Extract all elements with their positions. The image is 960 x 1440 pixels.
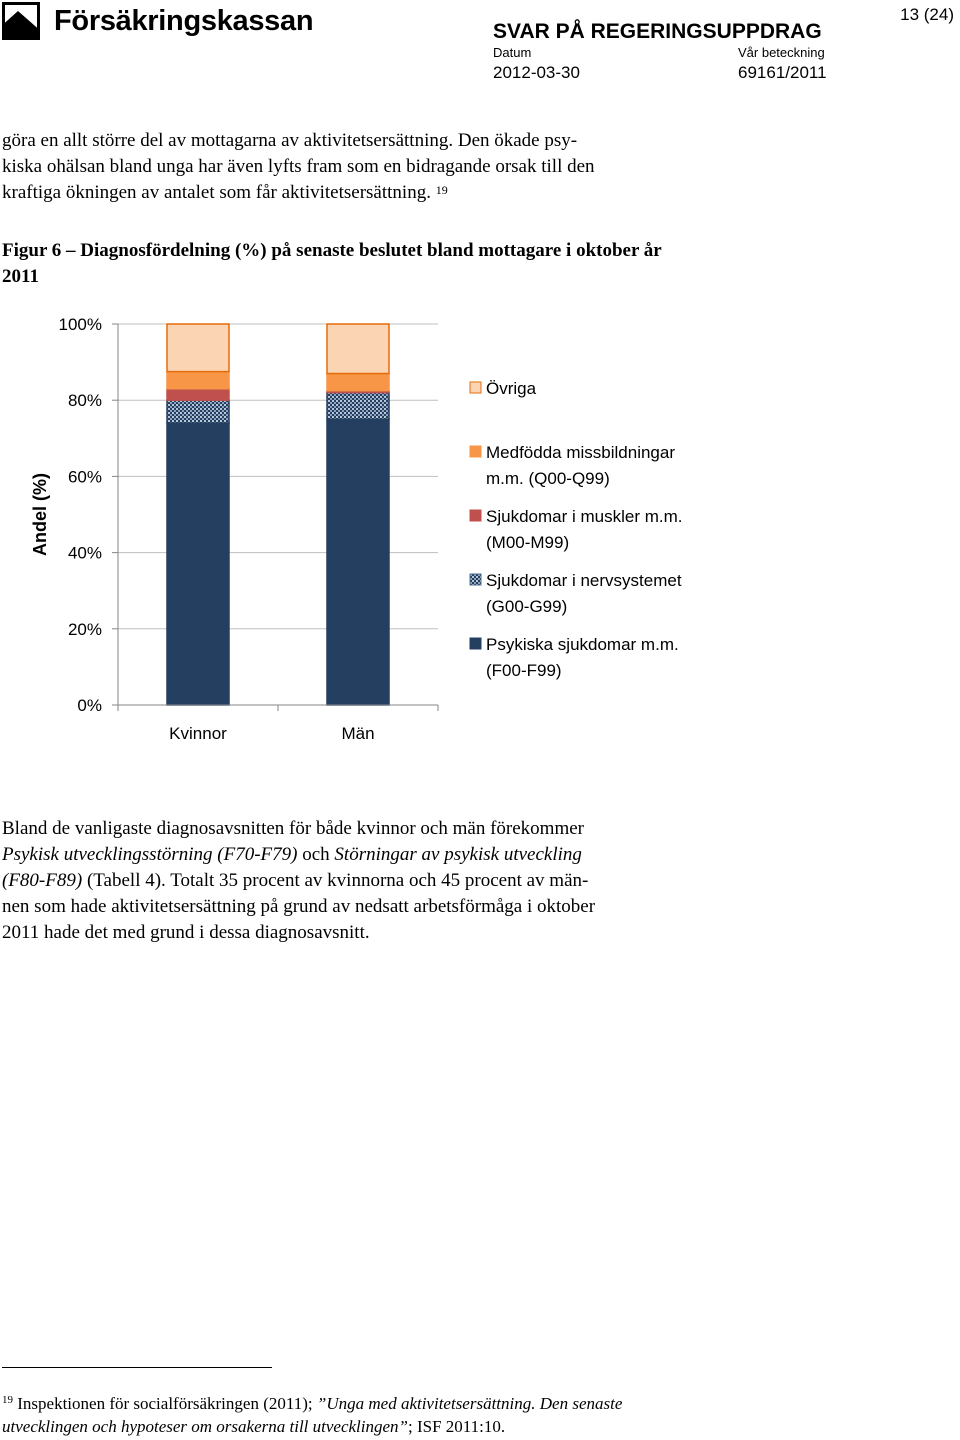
reference-value: 69161/2011 (738, 63, 827, 82)
document-title: SVAR PÅ REGERINGSUPPDRAG (493, 20, 822, 43)
text-segment: (Tabell 4). Totalt 35 procent av kvinnor… (82, 870, 589, 891)
legend-label: (G00-G99) (486, 597, 567, 616)
bar-segment (166, 399, 230, 424)
bar-segment (166, 388, 230, 401)
legend-label: Medfödda missbildningar (486, 443, 675, 462)
caption-line: 2011 (2, 266, 39, 287)
logo-text: Försäkringskassan (54, 4, 314, 37)
page-number: 13 (24) (900, 5, 954, 24)
bar-segment (326, 391, 390, 421)
legend-label: (F00-F99) (486, 661, 562, 680)
text-segment: Inspektionen för socialförsäkringen (201… (13, 1394, 317, 1413)
legend-label: Övriga (486, 379, 537, 398)
footnote-line: utvecklingen och hypoteser om orsakerna … (2, 1415, 622, 1438)
reference-label: Vår beteckning (738, 45, 825, 60)
legend-swatch (469, 445, 482, 458)
bar-segment (166, 422, 230, 706)
legend-swatch (469, 573, 482, 586)
x-tick-label: Kvinnor (169, 724, 227, 743)
legend-label: Sjukdomar i muskler m.m. (486, 507, 682, 526)
text-line: Psykisk utvecklingsstörning (F70-F79) oc… (2, 842, 595, 868)
footnote-divider (2, 1367, 272, 1368)
logo: Försäkringskassan (2, 2, 314, 40)
intro-paragraph: göra en allt större del av mottagarna av… (2, 128, 595, 206)
text-segment: ; ISF 2011:10. (408, 1417, 506, 1436)
x-tick-label: Män (341, 724, 374, 743)
footnote-title: Unga med aktivitetsersättning. Den senas… (326, 1394, 623, 1413)
y-axis-label: Andel (%) (30, 473, 50, 556)
y-tick-label: 40% (68, 544, 102, 563)
diagnosis-code: (F80-F89) (2, 870, 83, 891)
y-tick-label: 60% (68, 467, 102, 486)
footnote-line: 19 Inspektionen för socialförsäkringen (… (2, 1392, 622, 1415)
bar-segment (326, 323, 390, 375)
text-segment: ” (316, 1394, 327, 1413)
logo-mark-icon (2, 2, 40, 40)
text-segment: kraftiga ökningen av antalet som får akt… (2, 182, 431, 203)
legend-label: Sjukdomar i nervsystemet (486, 571, 682, 590)
diagnosis-name: Störningar av psykisk utveckling (334, 844, 582, 865)
text-line: (F80-F89) (Tabell 4). Totalt 35 procent … (2, 868, 595, 894)
caption-line: Figur 6 – Diagnosfördelning (%) på senas… (2, 240, 662, 261)
bar-segment (166, 323, 230, 373)
text-line: göra en allt större del av mottagarna av… (2, 130, 578, 151)
date-value: 2012-03-30 (493, 63, 580, 82)
text-line: kiska ohälsan bland unga har även lyfts … (2, 156, 595, 177)
date-label: Datum (493, 45, 532, 60)
legend-swatch (469, 637, 482, 650)
y-tick-label: 20% (68, 620, 102, 639)
footnote-number: 19 (2, 1394, 13, 1406)
text-segment: ” (398, 1417, 409, 1436)
legend-swatch (469, 509, 482, 522)
y-tick-label: 80% (68, 391, 102, 410)
footnote-title: utvecklingen och hypoteser om orsakerna … (2, 1417, 399, 1436)
body-paragraph: Bland de vanligaste diagnosavsnitten för… (2, 816, 595, 946)
legend-label: Psykiska sjukdomar m.m. (486, 635, 679, 654)
legend-label: (M00-M99) (486, 533, 569, 552)
text-line: Bland de vanligaste diagnosavsnitten för… (2, 818, 584, 839)
footnote: 19 Inspektionen för socialförsäkringen (… (2, 1392, 622, 1438)
legend-label: m.m. (Q00-Q99) (486, 469, 610, 488)
text-line: nen som hade aktivitetsersättning på gru… (2, 896, 596, 917)
footnote-reference[interactable]: 19 (435, 183, 448, 197)
figure-caption: Figur 6 – Diagnosfördelning (%) på senas… (2, 238, 662, 290)
y-tick-label: 100% (59, 315, 102, 334)
bar-segment (166, 370, 230, 390)
text-line: 2011 hade det med grund i dessa diagnosa… (2, 922, 370, 943)
diagnosis-name: Psykisk utvecklingsstörning (F70-F79) (2, 844, 298, 865)
bar-segment (326, 418, 390, 706)
stacked-bar-chart: 0% 20% 40% 60% 80% 100% Andel (%) Kvinnor Män Öv… (30, 315, 682, 743)
legend-swatch (469, 381, 482, 394)
y-tick-label: 0% (77, 696, 102, 715)
text-segment: och (297, 844, 335, 865)
bar-segment (326, 372, 390, 392)
text-line: kraftiga ökningen av antalet som får akt… (2, 180, 595, 206)
